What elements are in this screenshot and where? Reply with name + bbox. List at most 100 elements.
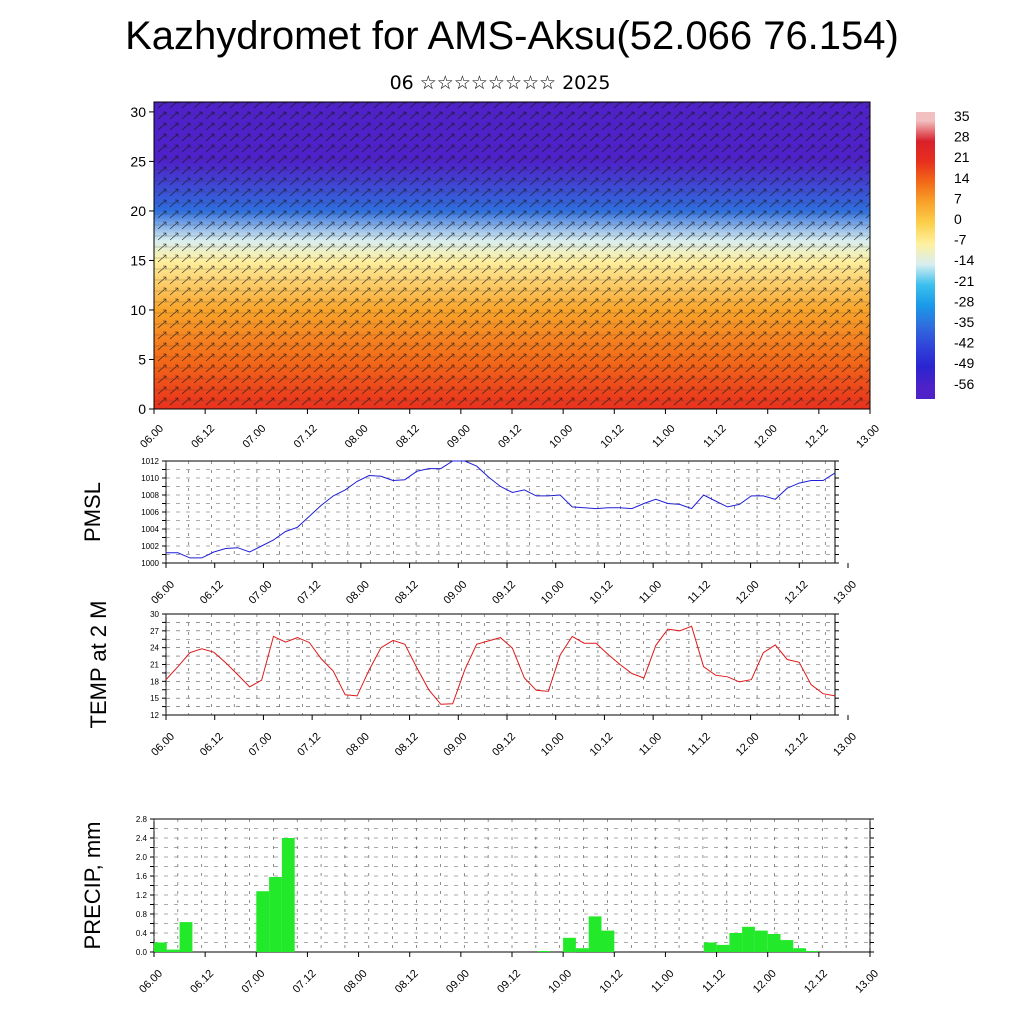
temp-y-tick-label: 30 <box>150 610 159 619</box>
heatmap-x-tick-label: 06.00 <box>138 423 166 451</box>
pmsl-x-tick-label: 08.00 <box>344 579 372 607</box>
heatmap-x-tick-label: 08.00 <box>343 423 371 451</box>
colorbar-label: -28 <box>954 293 974 309</box>
chart-subtitle: 06 ☆☆☆☆☆☆☆☆ 2025 <box>389 72 611 94</box>
heatmap-y-tick-label: 30 <box>130 104 146 120</box>
precip-y-tick-label: 2.4 <box>136 834 148 843</box>
pmsl-x-tick-label: 13.00 <box>831 579 859 607</box>
precip-bar <box>537 951 551 952</box>
pmsl-series-line <box>166 460 836 559</box>
temp-x-tick-label: 10.12 <box>588 731 616 759</box>
colorbar-label: 0 <box>954 211 962 227</box>
temp-x-tick-label: 12.12 <box>782 731 810 759</box>
colorbar-label: -14 <box>954 252 974 268</box>
pmsl-x-tick-label: 08.12 <box>393 579 421 607</box>
precip-y-tick-label: 2.0 <box>136 853 148 862</box>
precip-bar <box>563 937 576 953</box>
precip-x-tick-label: 09.12 <box>495 968 523 996</box>
pmsl-y-tick-label: 1012 <box>141 457 159 466</box>
precip-y-tick-label: 1.2 <box>136 891 148 900</box>
precip-bar <box>742 926 755 952</box>
precip-bar <box>281 838 295 952</box>
temp-x-tick-label: 12.00 <box>734 731 762 759</box>
colorbar-label: -42 <box>954 335 974 351</box>
wind-barbs <box>154 102 870 409</box>
pmsl-x-tick-label: 11.00 <box>637 579 664 606</box>
colorbar-label: 35 <box>954 108 970 124</box>
pmsl-x-tick-label: 09.12 <box>490 579 518 607</box>
pmsl-x-tick-label: 10.12 <box>588 579 616 607</box>
heatmap-x-tick-label: 10.00 <box>547 423 575 451</box>
precip-y-tick-label: 1.6 <box>136 872 148 881</box>
precip-bar <box>729 933 743 952</box>
pmsl-x-tick-label: 12.00 <box>734 579 762 607</box>
precip-y-tick-label: 0.8 <box>136 910 148 919</box>
heatmap-x-tick-label: 06.12 <box>189 423 217 451</box>
temp-y-tick-label: 18 <box>150 677 159 686</box>
colorbar-label: 28 <box>954 129 970 145</box>
temp-x-tick-label: 08.00 <box>344 731 372 759</box>
heatmap-y-tick-label: 0 <box>138 401 146 417</box>
colorbar-label: 21 <box>954 149 970 165</box>
precip-y-tick-label: 0.0 <box>136 948 148 957</box>
precip-x-tick-label: 08.00 <box>342 968 370 996</box>
temp-x-tick-label: 10.00 <box>539 731 567 759</box>
heatmap-x-tick-label: 12.00 <box>752 423 780 451</box>
precip-y-axis-label: PRECIP, mm <box>80 822 105 950</box>
colorbar-label: -49 <box>954 355 974 371</box>
precip-x-tick-label: 12.00 <box>751 968 779 996</box>
temp-x-tick-label: 06.00 <box>149 731 177 759</box>
heatmap-y-tick-label: 5 <box>138 351 146 367</box>
precip-bar <box>154 942 167 952</box>
temp-x-tick-label: 13.00 <box>831 731 859 759</box>
pmsl-x-tick-label: 06.12 <box>198 579 226 607</box>
precip-y-tick-label: 2.8 <box>136 815 148 824</box>
precip-bar <box>179 922 193 952</box>
pmsl-x-tick-label: 07.00 <box>247 579 275 607</box>
heatmap-x-tick-label: 11.12 <box>701 423 728 450</box>
colorbar-label: 14 <box>954 170 970 186</box>
pmsl-y-tick-label: 1006 <box>141 508 159 517</box>
precip-bar <box>256 891 270 952</box>
pmsl-y-tick-label: 1004 <box>141 525 159 534</box>
temp-x-tick-label: 09.00 <box>441 731 469 759</box>
heatmap-x-tick-label: 13.00 <box>854 423 882 451</box>
precip-bar <box>767 934 781 952</box>
pmsl-y-tick-label: 1002 <box>141 542 159 551</box>
heatmap-x-tick-label: 09.12 <box>496 423 524 451</box>
heatmap-x-tick-label: 10.12 <box>598 423 626 451</box>
temp-x-tick-label: 11.00 <box>637 731 664 758</box>
precip-x-tick-label: 06.12 <box>188 968 216 996</box>
precip-x-tick-label: 10.12 <box>597 968 625 996</box>
heatmap-x-tick-label: 07.00 <box>240 423 268 451</box>
temp-x-tick-label: 09.12 <box>490 731 518 759</box>
precip-bar <box>754 930 768 952</box>
colorbar-label: 7 <box>954 190 962 206</box>
precip-bar <box>601 930 615 952</box>
heatmap-y-tick-label: 15 <box>130 252 146 268</box>
heatmap-x-tick-label: 08.12 <box>394 423 422 451</box>
colorbar <box>916 112 935 399</box>
precip-bar <box>716 944 730 952</box>
pmsl-y-tick-label: 1010 <box>141 474 159 483</box>
heatmap-x-tick-label: 09.00 <box>445 423 473 451</box>
colorbar-label: -56 <box>954 376 974 392</box>
heatmap-x-tick-label: 07.12 <box>292 423 320 451</box>
precip-bar <box>793 948 807 952</box>
temp-x-tick-label: 08.12 <box>393 731 421 759</box>
temp-y-tick-label: 24 <box>150 644 159 653</box>
temp-y-axis-label: TEMP at 2 M <box>86 601 111 729</box>
pmsl-y-tick-label: 1008 <box>141 491 159 500</box>
precip-bar <box>166 949 180 952</box>
precip-x-tick-label: 08.12 <box>393 968 421 996</box>
pmsl-y-axis-label: PMSL <box>80 482 105 542</box>
precip-x-tick-label: 06.00 <box>137 968 165 996</box>
temp-y-tick-label: 27 <box>150 627 159 636</box>
colorbar-label: -21 <box>954 273 974 289</box>
precip-x-tick-label: 11.12 <box>700 968 727 995</box>
temp-y-tick-label: 12 <box>150 711 159 720</box>
precip-x-tick-label: 10.00 <box>546 968 574 996</box>
precip-bar <box>588 916 602 952</box>
temp-x-tick-label: 11.12 <box>686 731 713 758</box>
